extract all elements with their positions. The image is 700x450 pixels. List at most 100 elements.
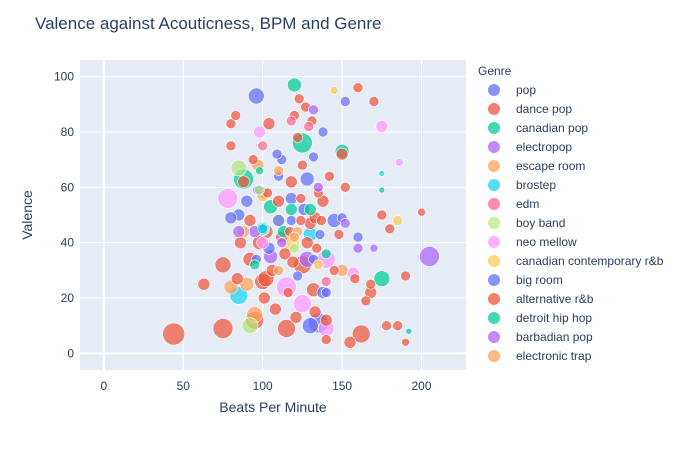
data-point-dance-pop[interactable] [214, 256, 232, 274]
data-point-canadian-pop[interactable] [303, 203, 317, 216]
data-point-canadian-pop[interactable] [373, 270, 391, 288]
data-point-pop[interactable] [317, 126, 329, 138]
data-point-neo-mellow[interactable] [375, 120, 389, 133]
data-point-dance-pop[interactable] [278, 247, 292, 261]
data-point-dance-pop[interactable] [349, 273, 361, 285]
data-point-edm[interactable] [257, 140, 269, 152]
data-point-detroit-hip-hop[interactable] [405, 327, 413, 335]
data-point-dance-pop[interactable] [328, 265, 340, 276]
data-point-dance-pop[interactable] [269, 302, 282, 316]
data-point-brostep[interactable] [378, 170, 386, 177]
legend-item-electronic-trap[interactable]: electronic trap [488, 349, 592, 363]
data-point-alternative-r-b[interactable] [401, 337, 410, 347]
data-point-dance-pop[interactable] [197, 277, 211, 291]
data-point-dance-pop[interactable] [289, 311, 303, 324]
data-point-dance-pop[interactable] [384, 223, 396, 235]
data-point-brostep[interactable] [257, 223, 269, 235]
data-point-dance-pop[interactable] [351, 324, 371, 344]
data-point-dance-pop[interactable] [162, 322, 185, 346]
legend-item-electropop[interactable]: electropop [488, 140, 572, 154]
legend-item-alternative-r-b[interactable]: alternative r&b [488, 292, 594, 306]
data-point-canadian-pop[interactable] [287, 77, 302, 93]
data-point-dance-pop[interactable] [308, 305, 322, 319]
data-point-canadian-contemporary-r-b[interactable] [392, 215, 404, 226]
data-point-dance-pop[interactable] [237, 175, 250, 189]
data-point-electropop[interactable] [339, 218, 351, 229]
data-point-dance-pop[interactable] [257, 291, 271, 305]
data-point-barbadian-pop[interactable] [232, 225, 246, 238]
data-point-dance-pop[interactable] [293, 93, 305, 105]
data-point-dance-pop[interactable] [225, 140, 237, 152]
data-point-dance-pop[interactable] [230, 110, 241, 121]
data-point-big-room[interactable] [224, 211, 238, 225]
legend-item-boy-band[interactable]: boy band [488, 216, 565, 230]
data-point-dance-pop[interactable] [311, 242, 323, 254]
data-point-dance-pop[interactable] [417, 207, 426, 217]
data-point-dance-pop[interactable] [352, 82, 364, 93]
data-point-canadian-pop[interactable] [249, 259, 260, 271]
legend-item-barbadian-pop[interactable]: barbadian pop [488, 330, 593, 344]
data-point-canadian-pop[interactable] [320, 248, 332, 260]
data-point-escape-room[interactable] [273, 265, 284, 276]
data-point-pop[interactable] [308, 151, 319, 163]
data-point-big-room[interactable] [272, 214, 285, 227]
data-point-electropop[interactable] [419, 246, 440, 267]
data-point-electropop[interactable] [308, 104, 319, 116]
data-point-neo-mellow[interactable] [256, 236, 270, 249]
legend-item-canadian-contemporary-r-b[interactable]: canadian contemporary r&b [488, 254, 664, 268]
legend[interactable]: pop dance pop canadian pop electropop escape… [488, 83, 664, 363]
data-point-electropop[interactable] [369, 243, 379, 253]
data-point-dance-pop[interactable] [392, 320, 404, 332]
data-point-dance-pop[interactable] [272, 194, 285, 208]
data-point-alternative-r-b[interactable] [381, 320, 392, 332]
data-point-boy-band[interactable] [254, 184, 265, 196]
data-point-electronic-trap[interactable] [289, 231, 300, 243]
data-point-dance-pop[interactable] [247, 154, 259, 165]
legend-item-canadian-pop[interactable]: canadian pop [488, 121, 588, 135]
data-point-dance-pop[interactable] [376, 209, 388, 221]
data-point-electronic-trap[interactable] [273, 165, 284, 176]
data-point-dance-pop[interactable] [243, 214, 257, 227]
data-point-canadian-contemporary-r-b[interactable] [329, 86, 339, 95]
data-point-dance-pop[interactable] [365, 278, 377, 290]
legend-item-dance-pop[interactable]: dance pop [488, 102, 572, 116]
data-point-edm[interactable] [285, 115, 297, 127]
data-point-barbadian-pop[interactable] [352, 242, 364, 254]
data-point-dance-pop[interactable] [316, 215, 327, 226]
data-point-dance-pop[interactable] [292, 132, 303, 143]
data-point-dance-pop[interactable] [225, 118, 237, 129]
data-point-detroit-hip-hop[interactable] [255, 166, 264, 175]
data-point-dance-pop[interactable] [339, 182, 351, 193]
data-point-dance-pop[interactable] [297, 159, 308, 171]
legend-item-brostep[interactable]: brostep [488, 178, 556, 192]
legend-item-escape-room[interactable]: escape room [488, 159, 585, 173]
data-point-dance-pop[interactable] [282, 287, 294, 298]
data-point-dance-pop[interactable] [277, 319, 296, 338]
data-point-alternative-r-b[interactable] [320, 334, 332, 345]
data-point-dance-pop[interactable] [212, 318, 234, 339]
data-point-dance-pop[interactable] [335, 147, 349, 161]
data-point-barbadian-pop[interactable] [312, 182, 324, 193]
data-point-dance-pop[interactable] [343, 335, 357, 349]
data-point-neo-mellow[interactable] [394, 158, 404, 167]
data-point-dance-pop[interactable] [234, 236, 247, 249]
legend-item-detroit-hip-hop[interactable]: detroit hip hop [488, 311, 592, 325]
data-point-pop[interactable] [240, 194, 254, 208]
data-point-dance-pop[interactable] [262, 117, 276, 130]
data-point-neo-mellow[interactable] [293, 294, 312, 313]
data-point-pop[interactable] [247, 87, 265, 105]
data-point-neo-mellow[interactable] [217, 188, 238, 209]
data-point-pop[interactable] [285, 215, 297, 226]
data-point-dance-pop[interactable] [295, 193, 307, 204]
data-point-pop[interactable] [339, 96, 351, 107]
data-point-dance-pop[interactable] [368, 96, 380, 107]
data-point-pop[interactable] [292, 270, 303, 282]
data-point-edm[interactable] [320, 276, 332, 287]
data-point-electropop[interactable] [276, 237, 288, 248]
data-point-pop[interactable] [314, 229, 326, 240]
legend-item-big-room[interactable]: big room [488, 273, 563, 287]
data-point-dance-pop[interactable] [360, 295, 372, 307]
data-point-pop[interactable] [271, 148, 283, 160]
data-point-dance-pop[interactable] [324, 171, 335, 182]
data-point-canadian-pop[interactable] [284, 203, 298, 216]
